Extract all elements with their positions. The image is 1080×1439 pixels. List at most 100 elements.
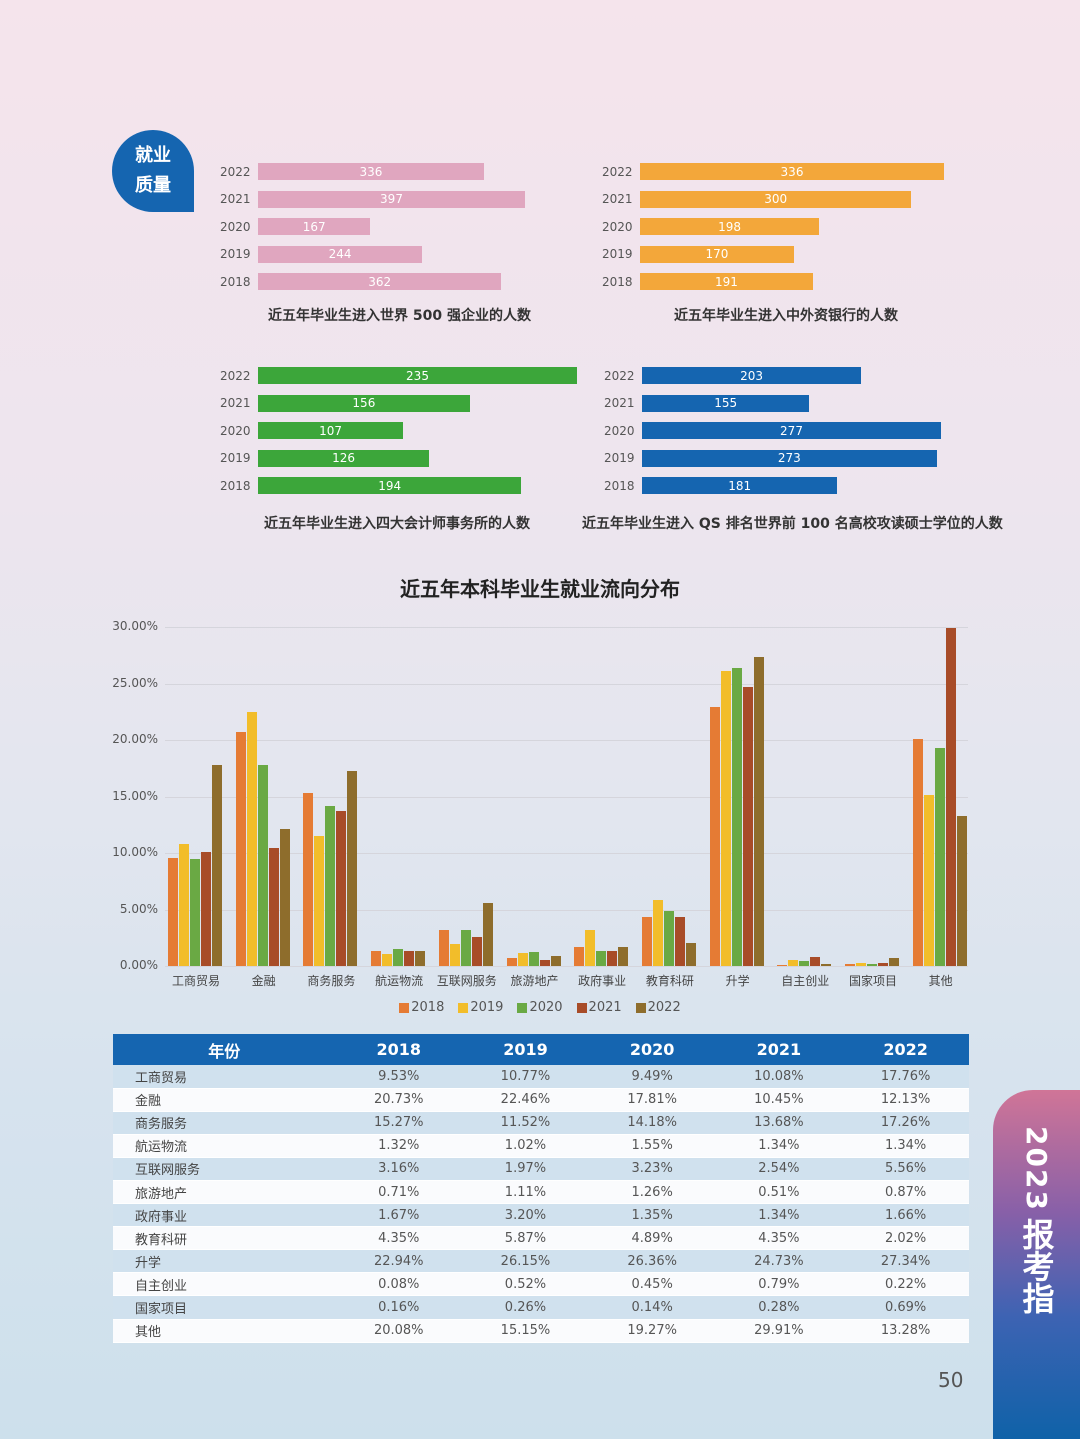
table-header-row: 年份 2018 2019 2020 2021 2022: [113, 1034, 969, 1065]
employment-distribution-table: 年份 2018 2019 2020 2021 2022 工商贸易 9.53% 10.77% 9.…: [113, 1034, 969, 1343]
y-axis-tick: 10.00%: [112, 845, 158, 859]
row-category: 升学: [113, 1249, 336, 1274]
gridline: [165, 966, 968, 967]
hbar-row: 2021 155: [604, 394, 810, 412]
x-axis-label: 教育科研: [645, 974, 694, 988]
table-cell: 24.73%: [715, 1249, 843, 1274]
bar-2021: [607, 950, 618, 966]
bar-2018: [506, 957, 517, 966]
hbar-caption-big4: 近五年毕业生进入四大会计师事务所的人数: [264, 516, 530, 532]
hbar-year-label: 2020: [220, 423, 251, 438]
bar-2019: [382, 954, 393, 966]
bar-2019: [585, 929, 596, 966]
hbar-bar: 198: [640, 218, 820, 235]
hbar-row: 2020 277: [604, 422, 941, 439]
bar-2018: [641, 916, 652, 966]
table-header-cell: 2021: [715, 1034, 843, 1065]
table-cell: 0.28%: [715, 1295, 843, 1320]
hbar-bar: 170: [640, 245, 794, 263]
bar-2020: [596, 950, 607, 966]
table-cell: 0.22%: [842, 1272, 969, 1297]
bar-group: [371, 627, 426, 966]
hbar-row: 2019 170: [602, 245, 794, 263]
row-category: 旅游地产: [113, 1180, 336, 1205]
hbar-bar: 362: [258, 273, 502, 290]
hbar-year-label: 2022: [604, 368, 635, 383]
hbar-row: 2019 244: [220, 245, 423, 263]
row-category: 互联网服务: [113, 1157, 336, 1181]
bar-group: [235, 627, 290, 966]
bar-2018: [438, 930, 449, 966]
table-cell: 3.20%: [462, 1203, 589, 1228]
hbar-row: 2021 397: [220, 190, 525, 208]
hbar-year-label: 2018: [220, 478, 251, 493]
hbar-row: 2020 198: [602, 218, 820, 235]
bar-2019: [720, 670, 731, 966]
hbar-row: 2020 167: [220, 218, 371, 235]
table-row: 金融 20.73% 22.46% 17.81% 10.45% 12.13%: [113, 1088, 969, 1112]
table-cell: 2.02%: [842, 1226, 969, 1251]
bar-2021: [404, 950, 415, 966]
table-cell: 20.73%: [335, 1088, 463, 1112]
legend-label: 2022: [647, 1000, 681, 1015]
bar-2022: [212, 765, 222, 966]
bar-2021: [810, 957, 821, 966]
hbar-row: 2021 156: [220, 394, 470, 412]
x-axis-label: 旅游地产: [510, 974, 559, 988]
bar-2020: [934, 748, 945, 966]
table-cell: 1.97%: [462, 1157, 589, 1181]
legend-item-2020: 2020: [517, 1000, 563, 1015]
bar-2022: [753, 657, 764, 966]
x-axis-label: 商务服务: [307, 974, 356, 988]
bar-2018: [168, 858, 178, 966]
bar-2022: [415, 950, 426, 966]
table-cell: 9.53%: [335, 1065, 463, 1089]
table-cell: 0.71%: [335, 1180, 463, 1205]
bar-2022: [618, 947, 629, 966]
bar-2021: [201, 852, 211, 966]
hbar-year-label: 2021: [220, 396, 251, 410]
bar-2020: [731, 668, 742, 966]
bar-2018: [845, 964, 855, 966]
table-row: 其他 20.08% 15.15% 19.27% 29.91% 13.28%: [113, 1319, 969, 1343]
table-cell: 17.76%: [842, 1065, 969, 1089]
table-cell: 10.08%: [715, 1065, 843, 1089]
hbar-year-label: 2021: [602, 192, 633, 206]
legend-swatch: [517, 1002, 528, 1013]
hbar-year-label: 2019: [604, 451, 635, 465]
hbar-row: 2018 194: [220, 477, 522, 494]
table-row: 旅游地产 0.71% 1.11% 1.26% 0.51% 0.87%: [113, 1180, 969, 1205]
hbar-year-label: 2018: [602, 274, 633, 289]
bar-2021: [945, 628, 956, 966]
table-cell: 3.16%: [335, 1157, 463, 1181]
hbar-year-label: 2018: [220, 274, 251, 289]
gridline: [165, 683, 968, 685]
table-cell: 11.52%: [462, 1111, 589, 1135]
x-axis-label: 金融: [251, 974, 276, 988]
hbar-bar: 336: [258, 163, 484, 180]
bar-2019: [246, 712, 257, 966]
table-header-cell: 年份: [113, 1034, 336, 1065]
hbar-row: 2022 203: [604, 367, 862, 384]
table-cell: 1.32%: [335, 1134, 463, 1158]
hbar-row: 2019 126: [220, 449, 430, 467]
hbar-bar: 156: [258, 394, 470, 412]
table-cell: 20.08%: [335, 1319, 463, 1343]
table-cell: 10.45%: [715, 1088, 843, 1112]
hbar-bar: 273: [642, 449, 937, 467]
bar-2021: [674, 916, 685, 966]
hbar-year-label: 2019: [220, 451, 251, 465]
x-axis-label: 其他: [928, 974, 953, 988]
hbar-year-label: 2019: [602, 247, 633, 261]
table-cell: 13.68%: [715, 1111, 843, 1135]
bar-group: [574, 627, 629, 966]
side-tab-year: 2023: [1020, 1126, 1053, 1212]
legend-label: 2021: [588, 1000, 622, 1015]
bar-2021: [336, 811, 347, 966]
table-cell: 0.45%: [588, 1272, 716, 1297]
side-tab: 2023 报考指: [993, 1090, 1080, 1439]
hbar-row: 2021 300: [602, 190, 912, 208]
table-cell: 0.87%: [842, 1180, 969, 1205]
hbar-row: 2022 336: [220, 163, 484, 180]
hbar-caption-fortune500: 近五年毕业生进入世界 500 强企业的人数: [268, 308, 531, 324]
